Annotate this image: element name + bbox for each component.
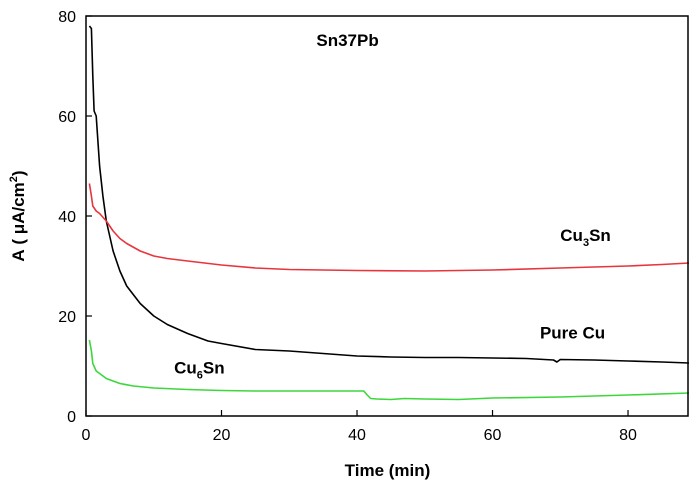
annotation-cu3sn: Cu3Sn — [560, 226, 611, 249]
y-tick-label: 20 — [58, 309, 76, 326]
series-layer — [88, 25, 689, 401]
y-axis-title-superscript: 2 — [8, 176, 20, 182]
series-line-cu6sn — [88, 339, 689, 401]
y-tick-label: 60 — [58, 109, 76, 126]
x-tick-label: 0 — [82, 427, 91, 444]
y-axis-title-close: ) — [9, 170, 28, 176]
x-tick-label: 20 — [213, 427, 231, 444]
y-axis-title: A ( μA/cm2) — [8, 170, 28, 261]
x-tick-label: 80 — [619, 427, 637, 444]
annotation-pure-cu: Pure Cu — [540, 324, 605, 343]
annotation-sn37pb: Sn37Pb — [316, 31, 378, 50]
y-tick-label: 80 — [58, 9, 76, 26]
series-line-cu3sn — [88, 183, 689, 272]
series-line-pure-cu — [88, 25, 689, 364]
y-tick-label: 0 — [67, 409, 76, 426]
x-tick-label: 60 — [484, 427, 502, 444]
x-axis-title: Time (min) — [345, 461, 431, 480]
x-tick-label: 40 — [348, 427, 366, 444]
ticks-layer: 0 20 40 60 80 0 20 40 60 80 — [58, 9, 637, 444]
y-axis-title-main: A ( μA/cm — [9, 182, 28, 261]
plot-frame — [85, 15, 689, 417]
annotation-cu6sn: Cu6Sn — [174, 359, 225, 382]
y-tick-label: 40 — [58, 209, 76, 226]
annotation-layer: Sn37Pb Cu3Sn Pure Cu Cu6Sn — [174, 31, 611, 382]
